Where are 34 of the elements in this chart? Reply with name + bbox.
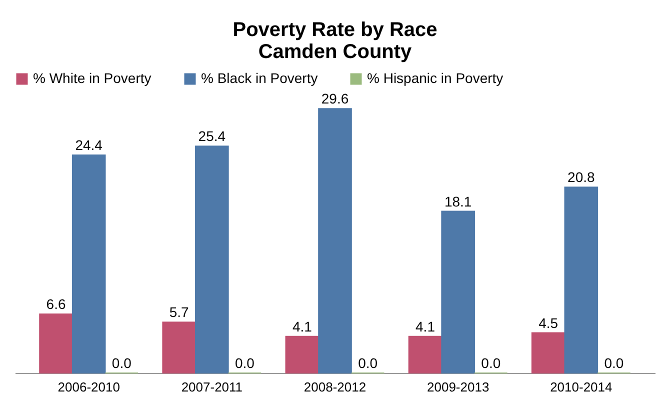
data-label: 0.0 <box>358 355 378 371</box>
data-label: 24.4 <box>75 137 103 154</box>
bar <box>195 146 229 374</box>
x-tick-label: 2007-2011 <box>181 380 243 394</box>
data-label: 0.0 <box>604 355 624 371</box>
bar <box>564 186 598 374</box>
x-tick-label: 2010-2014 <box>550 380 612 394</box>
bar <box>162 322 196 374</box>
data-label: 6.6 <box>46 296 66 312</box>
legend-label: % Hispanic in Poverty <box>367 70 504 86</box>
data-label: 18.1 <box>444 193 472 210</box>
data-label: 5.7 <box>169 304 190 320</box>
bar <box>72 154 106 374</box>
x-tick-label: 2006-2010 <box>58 380 120 394</box>
data-label: 0.0 <box>112 355 132 371</box>
bar <box>285 336 320 374</box>
data-label: 20.8 <box>568 169 595 186</box>
data-label: 4.1 <box>416 318 436 334</box>
x-tick-label: 2008-2012 <box>304 380 366 394</box>
data-label: 4.1 <box>292 318 312 334</box>
x-tick-label: 2009-2013 <box>426 380 490 394</box>
data-label: 29.6 <box>321 90 349 107</box>
chart-title: Poverty Rate by Race Camden County <box>232 19 438 63</box>
bar <box>531 332 566 374</box>
data-label: 0.0 <box>235 355 255 371</box>
legend-label: % White in Poverty <box>33 70 152 86</box>
data-label: 0.0 <box>481 355 501 371</box>
bar <box>318 108 352 374</box>
legend-label: % Black in Poverty <box>201 70 318 86</box>
data-label: 4.5 <box>538 314 558 331</box>
data-label: 25.4 <box>198 128 226 144</box>
bar <box>441 210 475 374</box>
bar <box>39 314 73 374</box>
bar <box>408 336 442 374</box>
